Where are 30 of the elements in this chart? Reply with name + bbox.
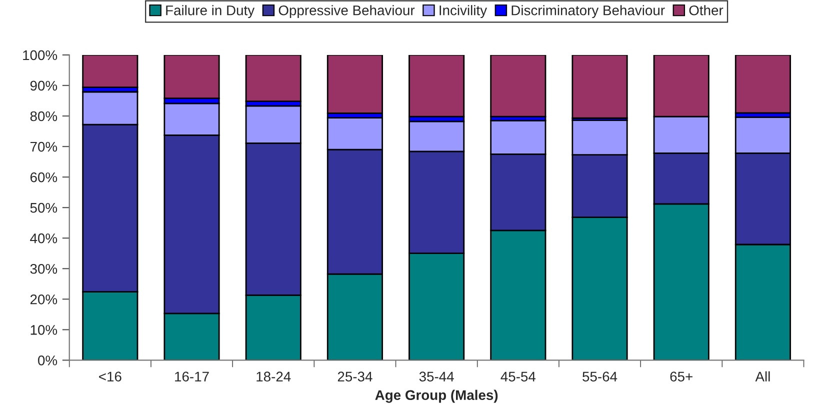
bar — [245, 54, 302, 102]
y-tick-label: 90% — [30, 80, 58, 91]
y-tick-label: 30% — [30, 264, 58, 274]
legend-label: Failure in Duty — [166, 5, 255, 18]
y-tick-label: 10% — [30, 325, 58, 335]
x-tick-label: 45-54 — [500, 372, 536, 382]
legend-label: Incivility — [440, 5, 488, 18]
y-tick-label: 60% — [30, 172, 58, 182]
x-tick-label: 16-17 — [175, 372, 209, 382]
x-tick-label: <16 — [99, 372, 122, 382]
y-tick-label: 100% — [23, 50, 58, 60]
legend-label: Discriminatory Behaviour — [512, 5, 665, 18]
x-tick-label: 55-64 — [582, 372, 618, 382]
bar — [734, 54, 791, 114]
bar — [490, 54, 546, 118]
legend-label: Oppressive Behaviour — [278, 5, 415, 18]
y-tick-label: 20% — [30, 294, 58, 304]
x-tick-label: All — [755, 371, 770, 382]
x-tick-label: 25-34 — [338, 372, 372, 382]
y-tick-label: 50% — [30, 202, 58, 213]
x-tick-label: 18-24 — [256, 372, 291, 382]
bar — [572, 54, 628, 119]
x-tick-label: 65+ — [670, 372, 692, 382]
y-tick-label: 40% — [30, 233, 58, 244]
x-tick-label: 35-44 — [419, 372, 454, 382]
legend-label: Other — [689, 5, 724, 16]
x-axis-title: Age Group (Males) — [375, 390, 498, 403]
y-tick-label: 0% — [38, 356, 58, 366]
y-tick-label: 80% — [30, 111, 58, 122]
y-tick-label: 70% — [30, 142, 58, 152]
